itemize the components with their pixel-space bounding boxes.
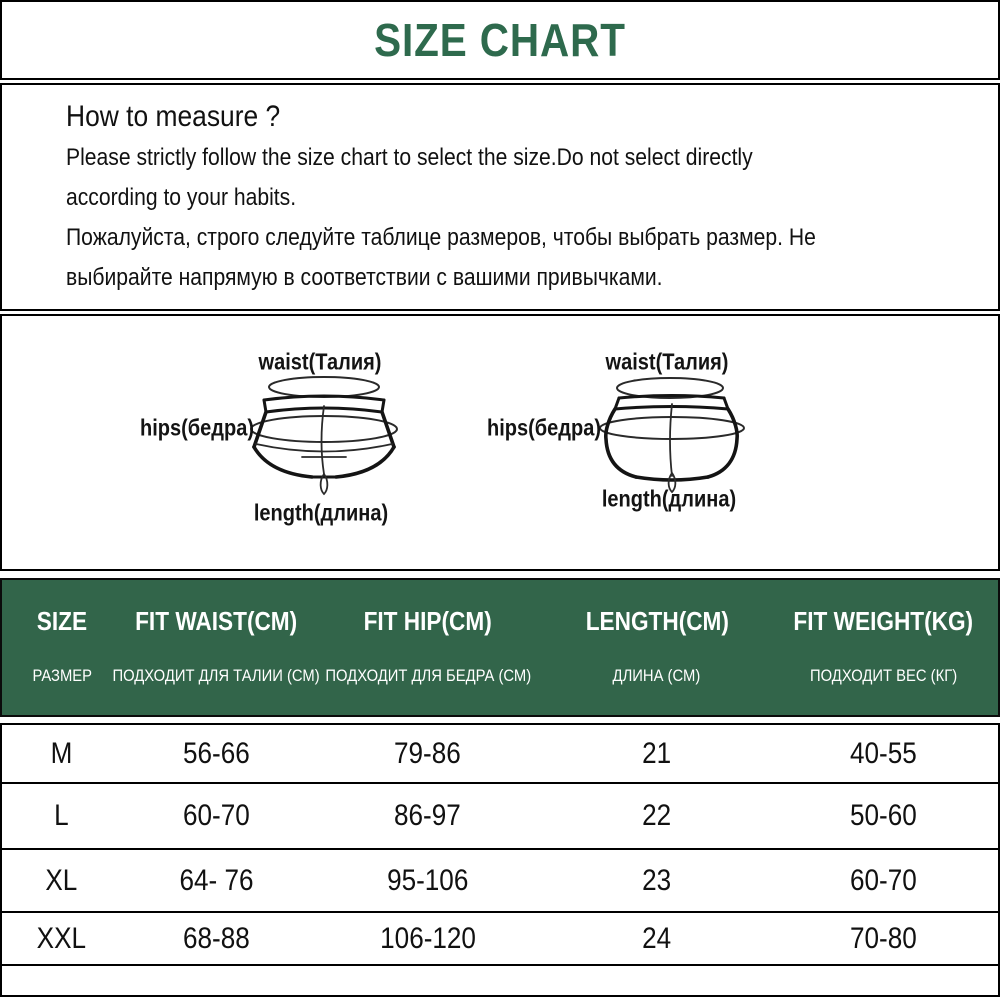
column-header-weight-ru: ПОДХОДИТ ВЕС (КГ) <box>809 665 958 685</box>
cell-length: 24 <box>642 921 672 955</box>
how-to-measure-section: How to measure ? Please strictly follow … <box>0 83 1000 311</box>
table-row-xl: XL 64- 76 95-106 23 60-70 <box>2 850 998 913</box>
size-table-header: SIZE FIT WAIST(CM) FIT HIP(CM) LENGTH(CM… <box>0 578 1000 717</box>
column-header-length-ru: ДЛИНА (СМ) <box>612 665 701 685</box>
column-header-size: SIZE <box>36 606 87 636</box>
size-table-body: M 56-66 79-86 21 40-55 L 60-70 86-97 22 … <box>0 723 1000 997</box>
instruction-line-ru-1: Пожалуйста, строго следуйте таблице разм… <box>66 224 816 251</box>
table-row-xxl: XXL 68-88 106-120 24 70-80 <box>2 913 998 966</box>
how-to-measure-heading: How to measure ? <box>66 100 281 133</box>
boyshort-waist-ellipse <box>616 377 724 399</box>
briefs-waist-ellipse <box>268 376 380 398</box>
column-header-size-ru: РАЗМЕР <box>31 665 92 685</box>
page-title: SIZE CHART <box>374 14 626 66</box>
column-header-waist: FIT WAIST(CM) <box>135 606 298 636</box>
cell-length: 22 <box>642 799 672 832</box>
boyshort-diagram <box>599 377 745 494</box>
briefs-waist-label: waist(Талия) <box>258 348 382 375</box>
cell-hip: 79-86 <box>394 736 462 770</box>
cell-waist: 64- 76 <box>179 863 254 897</box>
cell-waist: 68-88 <box>182 921 250 955</box>
boyshort-waist-label: waist(Талия) <box>605 348 729 375</box>
cell-length: 21 <box>642 736 672 770</box>
briefs-hip-ellipse <box>250 415 398 443</box>
table-empty-row <box>2 966 998 995</box>
cell-hip: 95-106 <box>387 863 469 897</box>
column-header-hip-ru: ПОДХОДИТ ДЛЯ БЕДРА (СМ) <box>324 665 531 685</box>
boyshort-length-label: length(длина) <box>601 485 737 512</box>
briefs-diagram <box>250 376 398 496</box>
underwear-diagrams-svg <box>250 376 745 496</box>
header-row-en: SIZE FIT WAIST(CM) FIT HIP(CM) LENGTH(CM… <box>2 596 998 648</box>
briefs-hips-label: hips(бедра) <box>139 414 254 441</box>
cell-weight: 70-80 <box>850 921 917 955</box>
instruction-line-ru-2: выбирайте напрямую в соответствии с ваши… <box>66 264 663 291</box>
cell-weight: 40-55 <box>850 736 917 770</box>
table-row-l: L 60-70 86-97 22 50-60 <box>2 784 998 850</box>
instruction-line-en-2: according to your habits. <box>66 184 297 211</box>
cell-size: XL <box>45 863 78 897</box>
cell-length: 23 <box>642 863 672 897</box>
header-row-ru: РАЗМЕР ПОДХОДИТ ДЛЯ ТАЛИИ (СМ) ПОДХОДИТ … <box>2 656 998 696</box>
cell-size: L <box>54 799 70 832</box>
cell-size: M <box>50 736 73 770</box>
measurement-diagrams-section: waist(Талия) hips(бедра) length(длина) w… <box>0 314 1000 571</box>
cell-waist: 60-70 <box>182 799 250 832</box>
cell-hip: 86-97 <box>394 799 462 832</box>
table-row-m: M 56-66 79-86 21 40-55 <box>2 725 998 784</box>
cell-weight: 60-70 <box>850 863 917 897</box>
cell-hip: 106-120 <box>379 921 476 955</box>
column-header-weight: FIT WEIGHT(KG) <box>793 606 974 636</box>
cell-waist: 56-66 <box>182 736 250 770</box>
column-header-waist-ru: ПОДХОДИТ ДЛЯ ТАЛИИ (СМ) <box>112 665 320 685</box>
column-header-hip: FIT HIP(CM) <box>363 606 492 636</box>
instruction-line-en-1: Please strictly follow the size chart to… <box>66 144 753 171</box>
cell-size: XXL <box>37 921 87 955</box>
boyshort-hips-label: hips(бедра) <box>486 414 601 441</box>
cell-weight: 50-60 <box>850 799 917 832</box>
title-section: SIZE CHART <box>0 0 1000 80</box>
briefs-length-label: length(длина) <box>253 499 389 526</box>
column-header-length: LENGTH(CM) <box>585 606 729 636</box>
boyshort-hip-ellipse <box>599 416 745 440</box>
